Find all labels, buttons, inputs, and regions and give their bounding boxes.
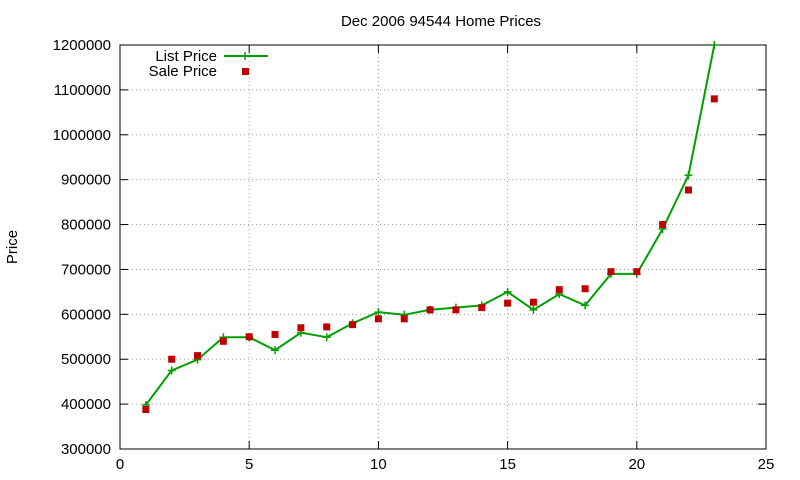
list-price-point	[684, 171, 693, 180]
y-tick-label: 700000	[61, 261, 111, 278]
sale-price-point	[374, 315, 382, 323]
x-tick-label: 0	[116, 456, 124, 473]
list-price-point	[710, 41, 719, 49]
legend: List Price Sale Price	[149, 48, 268, 80]
y-axis-label: Price	[4, 230, 21, 264]
y-tick-label: 1000000	[53, 127, 111, 144]
sale-price-point	[633, 268, 641, 276]
list-price-point	[271, 346, 280, 355]
legend-marker-sale-price	[242, 68, 249, 75]
x-tick-label: 20	[628, 456, 645, 473]
legend-label-list-price: List Price	[155, 48, 217, 65]
list-price-point	[374, 308, 383, 317]
sale-price-point	[194, 352, 202, 360]
sale-price-point	[607, 268, 615, 276]
sale-price-point	[426, 306, 434, 314]
y-tick-label: 500000	[61, 351, 111, 368]
list-price-line	[144, 44, 716, 406]
plot-border	[119, 44, 767, 450]
sale-price-point	[581, 285, 589, 293]
y-tick-label: 600000	[61, 306, 111, 323]
x-tick-label: 15	[499, 456, 516, 473]
sale-price-point	[245, 333, 253, 341]
list-price-point	[529, 305, 538, 314]
y-tick-label: 1100000	[54, 82, 111, 99]
sale-price-point	[271, 331, 279, 339]
sale-price-point	[659, 221, 667, 229]
x-tick-label: 5	[245, 456, 253, 473]
legend-marker-list-price	[241, 52, 249, 60]
sale-price-point	[323, 323, 331, 331]
sale-price-point	[710, 95, 718, 103]
sale-price-point	[478, 304, 486, 312]
sale-price-point	[168, 355, 176, 363]
list-price-point	[167, 366, 176, 375]
grid	[120, 45, 766, 449]
y-tick-label: 1200000	[53, 37, 111, 54]
y-tick-label: 300000	[61, 441, 111, 458]
y-tick-label: 800000	[61, 217, 111, 234]
sale-price-point	[452, 306, 460, 314]
legend-label-sale-price: Sale Price	[149, 63, 217, 80]
sale-price-point	[529, 298, 537, 306]
sale-price-point	[555, 286, 563, 294]
y-tick-label: 400000	[61, 396, 111, 413]
sale-price-point	[297, 324, 305, 332]
sale-price-point	[684, 186, 692, 194]
list-price-point	[503, 287, 512, 296]
sale-price-point	[349, 321, 357, 329]
list-price-point	[322, 333, 331, 342]
x-tick-label: 10	[370, 456, 387, 473]
sale-price-point	[142, 405, 150, 413]
series-layer	[141, 41, 719, 413]
chart-title: Dec 2006 94544 Home Prices	[341, 13, 541, 30]
list-price-point	[581, 301, 590, 310]
sale-price-point	[504, 299, 512, 307]
sale-price-point	[219, 337, 227, 345]
x-tick-label: 25	[758, 456, 775, 473]
sale-price-point	[400, 315, 408, 323]
y-tick-label: 900000	[61, 172, 111, 189]
axis-ticks: 0 5 10 15 20 25 300000 400000 500000 600000 700000…	[53, 37, 775, 473]
